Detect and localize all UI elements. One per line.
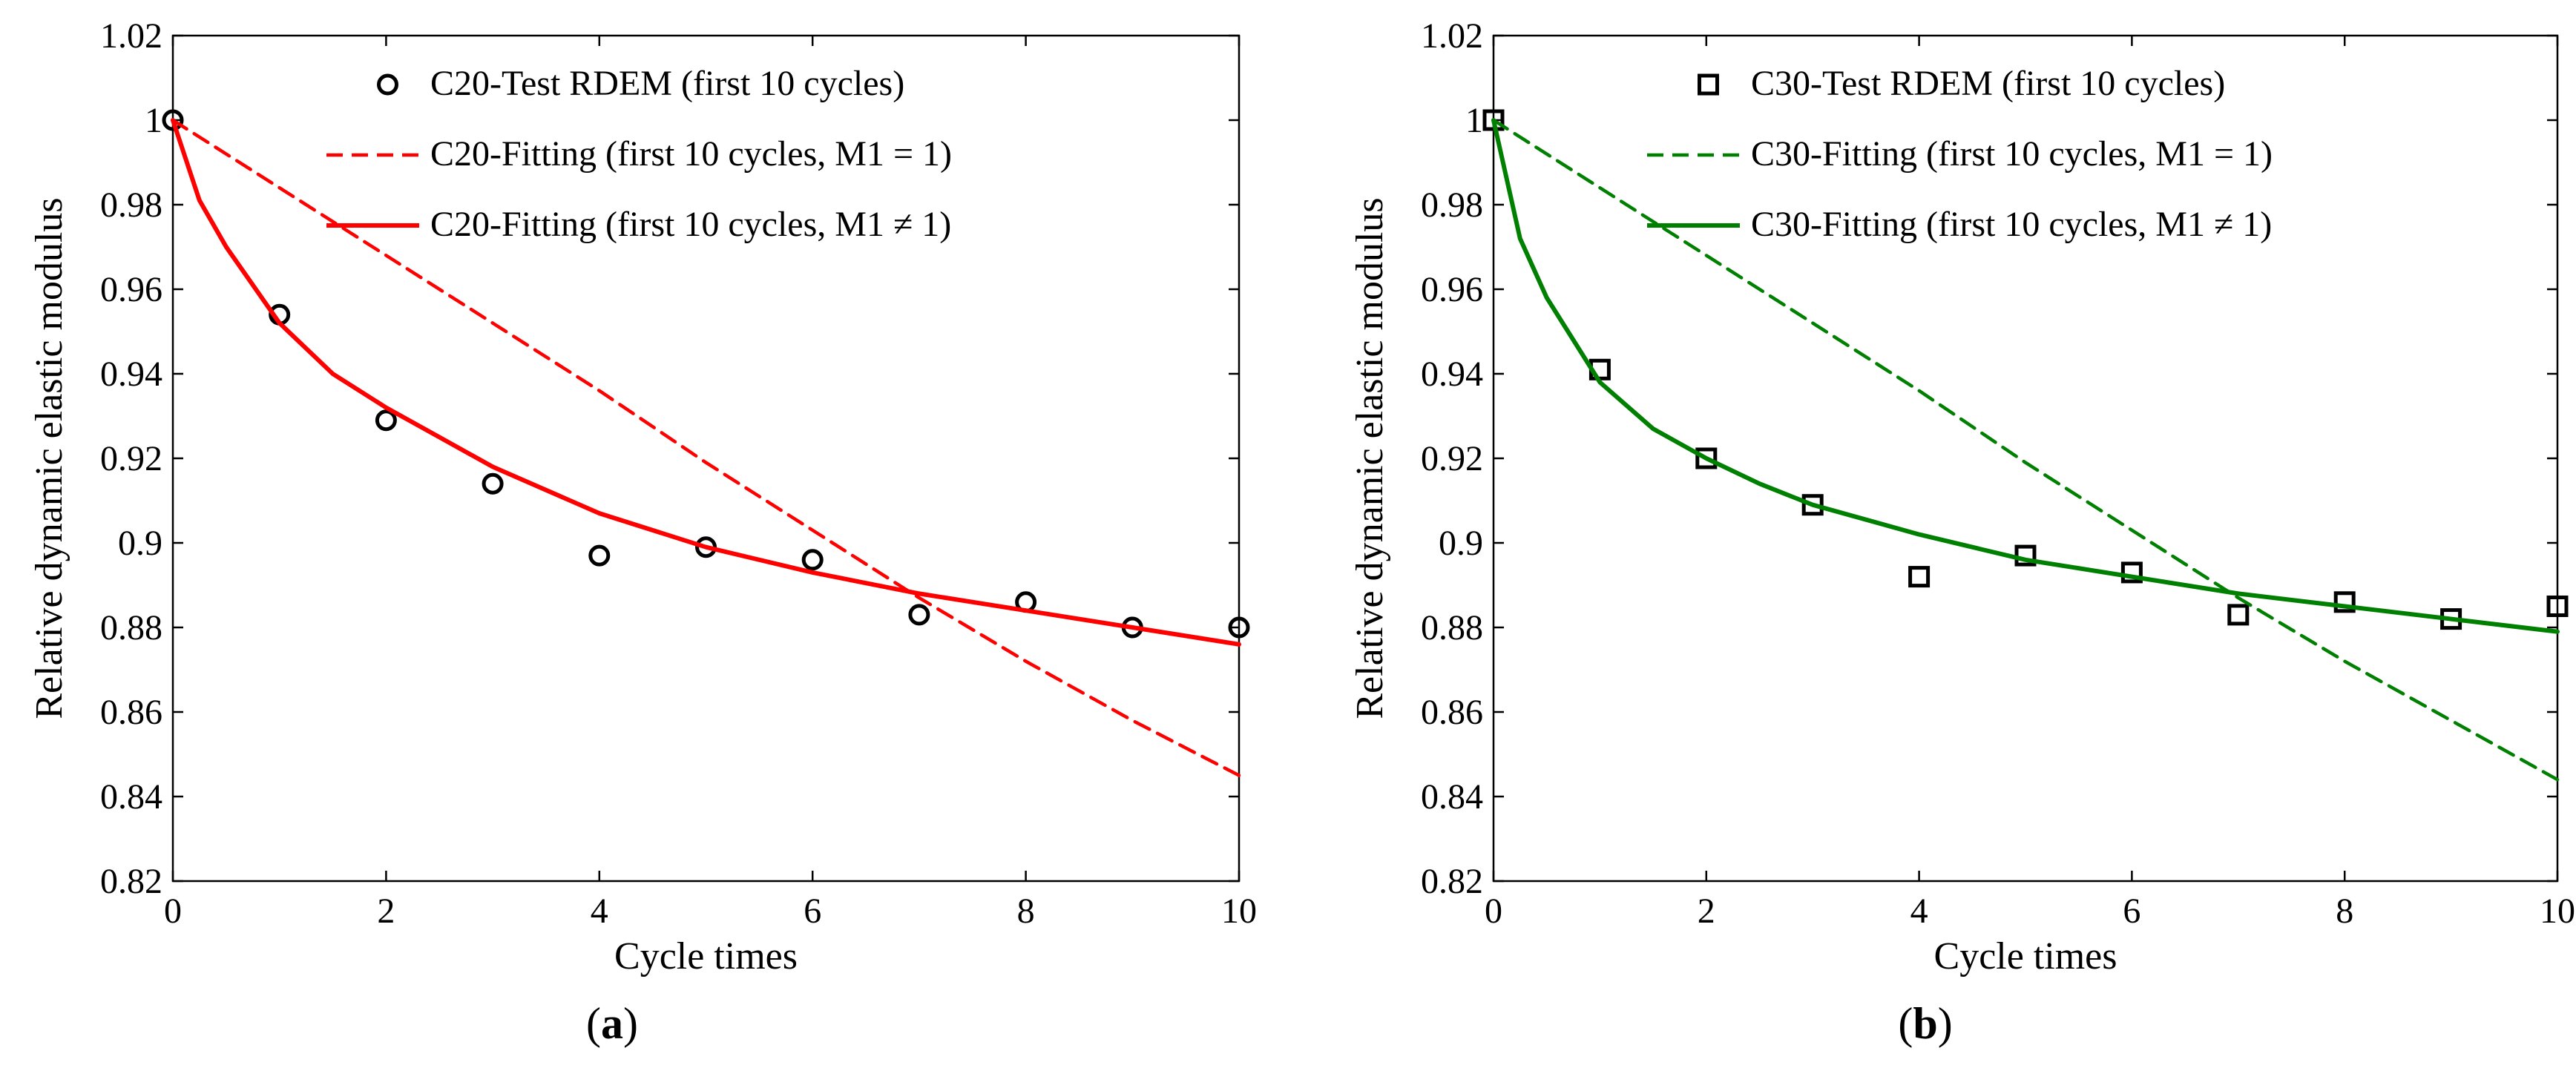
- data-point-circle: [1228, 616, 1250, 639]
- fit-line-m1-equal-1: [171, 118, 1241, 777]
- data-point-circle: [588, 544, 611, 567]
- panel-caption: (a): [586, 999, 638, 1048]
- y-tick-label: 0.94: [1421, 355, 1483, 394]
- chart-panel-b: 0.82 0.84 0.86 0.88 0.9 0.92 0.94 0.96 0.98 1 1.02…: [1349, 16, 2575, 1048]
- data-point-circle: [908, 604, 930, 626]
- y-tick-label: 0.9: [118, 524, 162, 563]
- y-tick-label: 0.88: [100, 608, 162, 647]
- y-tick-label: 0.96: [1421, 270, 1483, 309]
- data-point-square: [2120, 561, 2143, 584]
- y-tick-label: 0.98: [1421, 185, 1483, 225]
- data-point-square: [1908, 566, 1931, 588]
- x-tick-label: 0: [1485, 891, 1502, 931]
- y-tick-label: 0.88: [1421, 608, 1483, 647]
- y-tick-label: 1.02: [100, 16, 162, 56]
- y-tick-label: 0.84: [100, 777, 162, 817]
- data-point-circle: [375, 409, 397, 432]
- data-point-square: [1695, 447, 1718, 469]
- x-tick-label: 6: [804, 891, 821, 931]
- x-tick-label: 4: [1910, 891, 1928, 931]
- data-point-square: [2227, 604, 2250, 626]
- caption-close-paren: ): [1938, 999, 1953, 1048]
- caption-open-paren: (: [1898, 999, 1913, 1048]
- legend-label: C30-Fitting (first 10 cycles, M1 ≠ 1): [1751, 205, 2272, 244]
- y-tick-label: 0.98: [100, 185, 162, 225]
- legend-swatch-circle: [377, 73, 398, 96]
- y-tick-label: 0.82: [100, 862, 162, 901]
- x-tick-label: 10: [1221, 891, 1257, 931]
- x-axis-label: Cycle times: [614, 935, 798, 977]
- x-tick-label: 8: [1017, 891, 1035, 931]
- caption-letter: b: [1913, 999, 1937, 1048]
- x-tick-label: 2: [1698, 891, 1715, 931]
- y-tick-label: 0.92: [100, 439, 162, 478]
- x-tick-label: 2: [377, 891, 395, 931]
- data-point-square: [2546, 596, 2569, 617]
- legend-label: C20-Test RDEM (first 10 cycles): [430, 64, 904, 103]
- data-point-circle: [162, 109, 184, 131]
- y-tick-label: 0.84: [1421, 777, 1483, 817]
- y-axis-label: Relative dynamic elastic modulus: [28, 197, 70, 719]
- y-tick-label: 1: [1465, 101, 1483, 140]
- x-tick-label: 4: [591, 891, 608, 931]
- y-tick-label: 0.96: [100, 270, 162, 309]
- y-tick-label: 0.86: [1421, 693, 1483, 732]
- caption-close-paren: ): [623, 999, 638, 1048]
- y-tick-label: 0.82: [1421, 862, 1483, 901]
- y-tick-label: 0.9: [1439, 524, 1483, 563]
- fit-line-m1-equal-1: [1491, 118, 2560, 782]
- x-tick-label: 10: [2540, 891, 2575, 931]
- caption-open-paren: (: [586, 999, 601, 1048]
- y-axis-label: Relative dynamic elastic modulus: [1349, 197, 1391, 719]
- x-tick-label: 0: [164, 891, 182, 931]
- x-tick-label: 8: [2336, 891, 2353, 931]
- y-tick-label: 1.02: [1421, 16, 1483, 56]
- legend-label: C30-Fitting (first 10 cycles, M1 = 1): [1751, 134, 2273, 174]
- y-tick-label: 0.94: [100, 355, 162, 394]
- legend-label: C20-Fitting (first 10 cycles, M1 ≠ 1): [430, 205, 951, 244]
- fit-line-m1-not-1: [1491, 118, 2560, 634]
- y-tick-label: 1: [145, 101, 162, 140]
- y-tick-label: 0.86: [100, 693, 162, 732]
- chart-panel-a: 0.82 0.84 0.86 0.88 0.9 0.92 0.94 0.96 0.98 1 1.02…: [28, 16, 1257, 1048]
- x-axis-label: Cycle times: [1934, 935, 2117, 977]
- legend-swatch-square: [1698, 73, 1719, 96]
- caption-letter: a: [601, 999, 623, 1048]
- legend-label: C30-Test RDEM (first 10 cycles): [1751, 64, 2225, 103]
- fit-line-m1-not-1: [171, 118, 1241, 647]
- data-point-circle: [801, 549, 824, 571]
- data-point-circle: [482, 472, 504, 495]
- data-point-square: [1801, 494, 1824, 516]
- data-point-square: [2333, 591, 2356, 613]
- legend-label: C20-Fitting (first 10 cycles, M1 = 1): [430, 134, 952, 174]
- x-tick-label: 6: [2123, 891, 2140, 931]
- y-tick-label: 0.92: [1421, 439, 1483, 478]
- panel-caption: (b): [1898, 999, 1952, 1048]
